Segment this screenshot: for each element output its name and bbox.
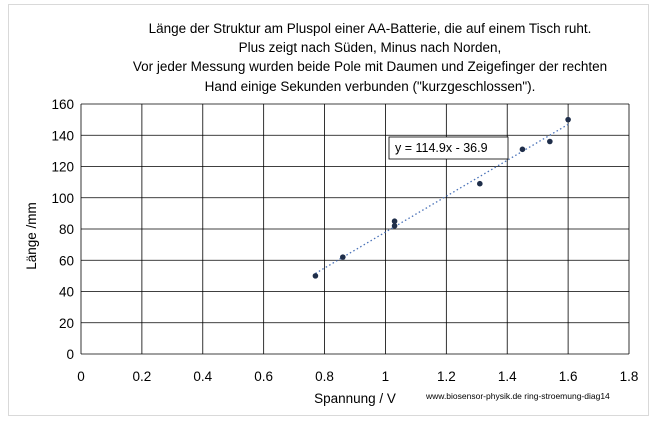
y-tick-label-1: 20 <box>59 316 74 331</box>
y-tick-label-2: 40 <box>59 285 74 300</box>
scatter-chart: Länge der Struktur am Pluspol einer AA-B… <box>24 21 638 406</box>
y-tick-label-4: 80 <box>59 222 74 237</box>
x-axis-label: Spannung / V <box>314 391 396 406</box>
title-line-4: Hand einige Sekunden verbunden ("kurzges… <box>205 79 536 94</box>
trendline-equation: y = 114.9x - 36.9 <box>388 136 509 160</box>
x-tick-label-5: 1 <box>382 369 390 384</box>
trendline <box>315 123 569 274</box>
y-axis-label: Länge /mm <box>24 202 39 270</box>
y-tick-label-3: 60 <box>59 253 74 268</box>
y-tick-label-6: 120 <box>51 160 74 175</box>
equation-label: y = 114.9x - 36.9 <box>395 141 488 155</box>
y-axis-ticks: 0 20 40 60 80 100 120 140 160 <box>51 97 74 362</box>
x-axis-ticks: 0 0.2 0.4 0.6 0.8 1 1.2 1.4 1.6 1.8 <box>77 369 638 384</box>
title-line-1: Länge der Struktur am Pluspol einer AA-B… <box>149 21 592 36</box>
x-tick-label-1: 0.2 <box>132 369 151 384</box>
data-point-3 <box>391 218 398 224</box>
data-point-0 <box>312 273 319 279</box>
y-tick-label-0: 0 <box>66 347 74 362</box>
x-tick-label-6: 1.2 <box>437 369 456 384</box>
chart-frame: Länge der Struktur am Pluspol einer AA-B… <box>8 4 649 416</box>
data-point-2 <box>391 223 398 229</box>
data-point-4 <box>477 180 483 187</box>
title-line-3: Vor jeder Messung wurden beide Pole mit … <box>133 59 607 74</box>
x-tick-label-0: 0 <box>77 369 85 384</box>
x-tick-label-2: 0.4 <box>193 369 212 384</box>
chart-title: Länge der Struktur am Pluspol einer AA-B… <box>133 21 607 94</box>
y-tick-label-7: 140 <box>51 128 74 143</box>
x-tick-label-3: 0.6 <box>254 369 273 384</box>
y-tick-label-5: 100 <box>51 191 74 206</box>
x-tick-label-4: 0.8 <box>315 369 334 384</box>
data-point-7 <box>565 116 571 123</box>
data-points <box>312 116 571 279</box>
watermark-text: www.biosensor-physik.de ring-stroemung-d… <box>425 391 610 401</box>
title-line-2: Plus zeigt nach Süden, Minus nach Norden… <box>239 40 502 55</box>
x-tick-label-9: 1.8 <box>620 369 639 384</box>
data-point-6 <box>547 138 553 145</box>
y-tick-label-8: 160 <box>51 97 74 112</box>
equation-box <box>388 136 509 160</box>
x-tick-label-8: 1.6 <box>559 369 578 384</box>
x-tick-label-7: 1.4 <box>498 369 517 384</box>
data-point-1 <box>340 254 346 260</box>
data-point-5 <box>519 146 526 153</box>
